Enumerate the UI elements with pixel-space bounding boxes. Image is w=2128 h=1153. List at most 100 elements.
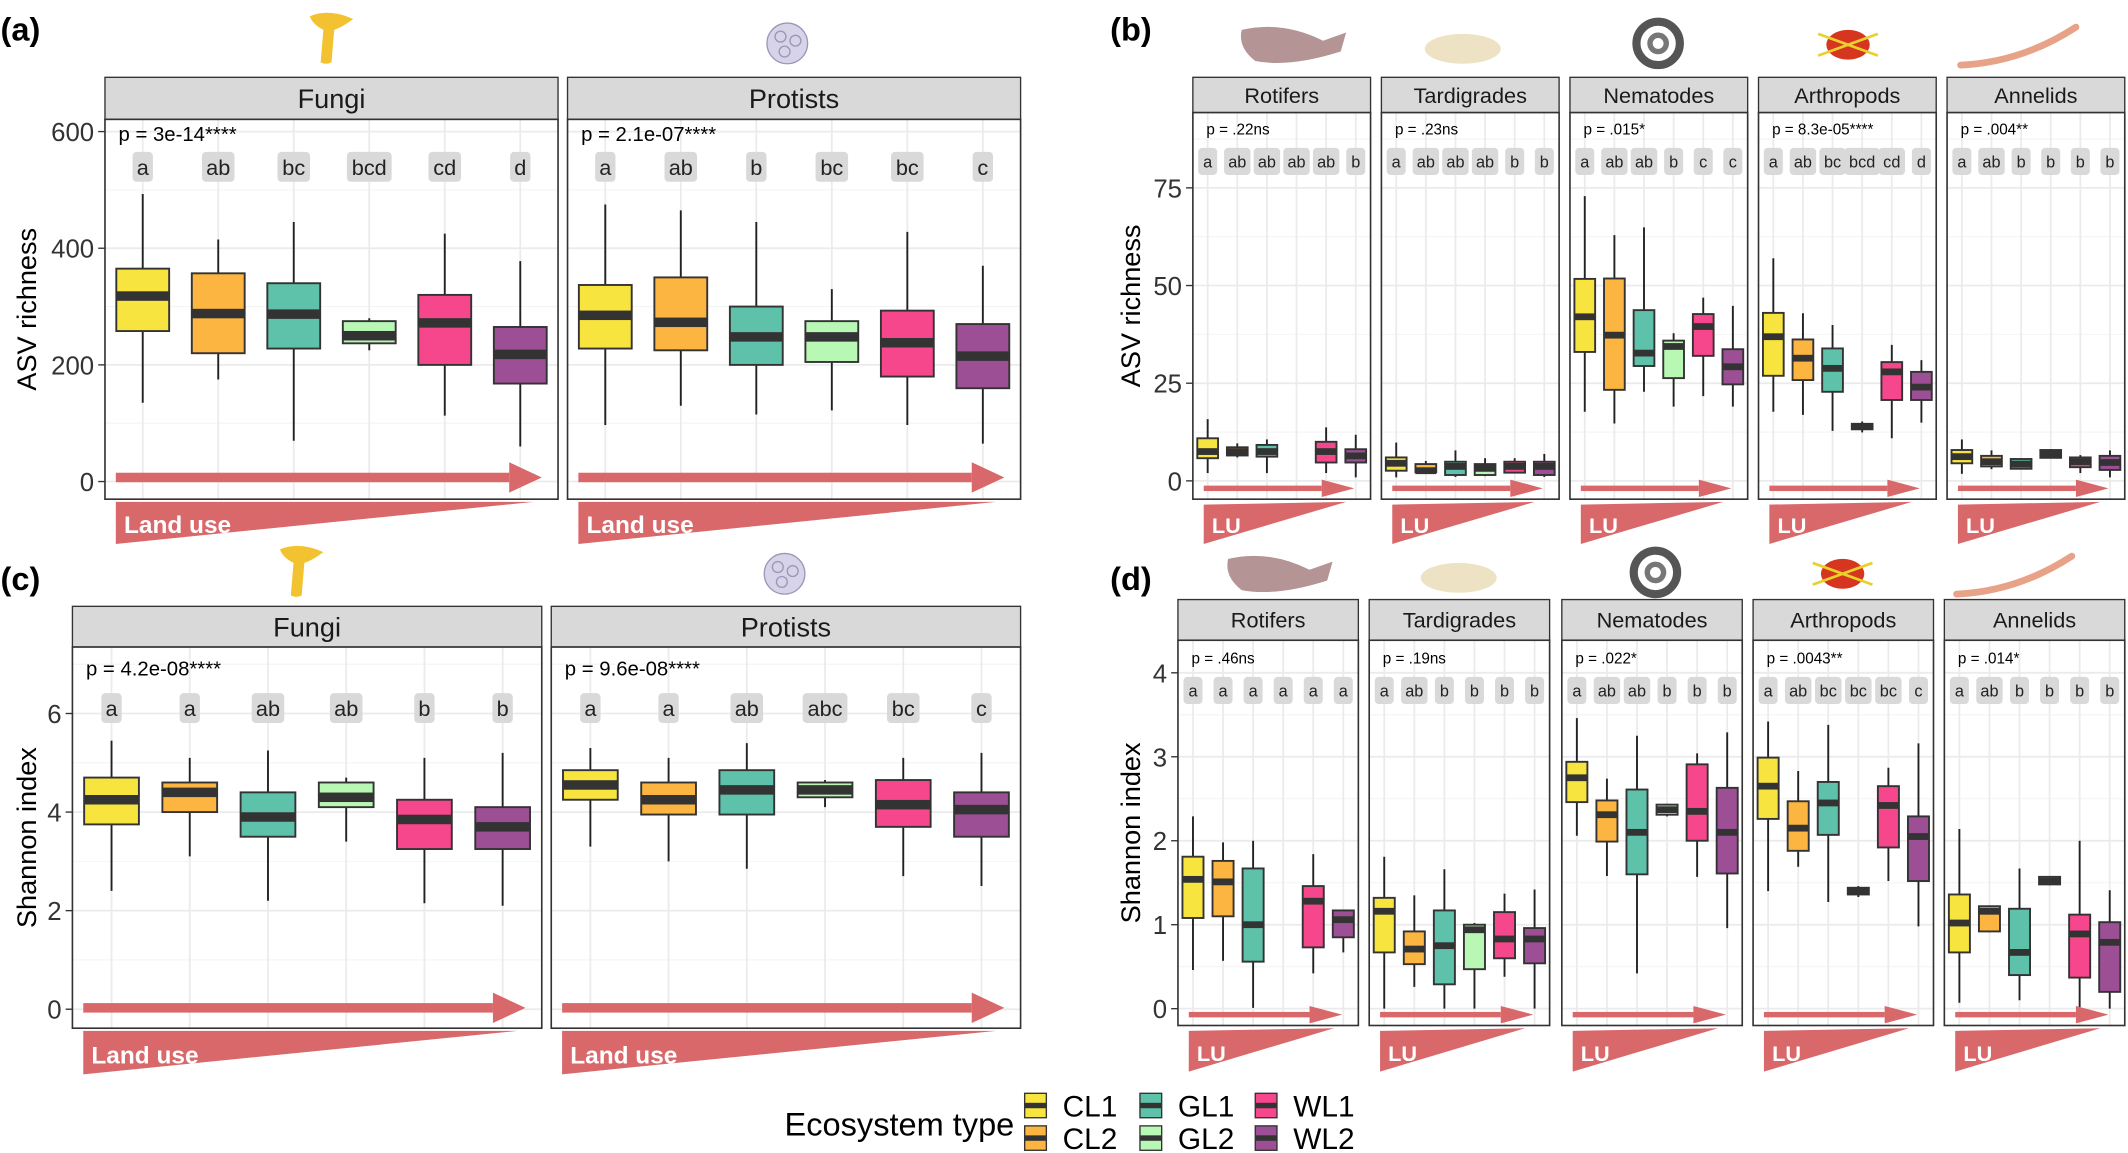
median-bar bbox=[1692, 323, 1714, 330]
boxplot-wl1 bbox=[1301, 854, 1325, 974]
median-bar bbox=[418, 318, 472, 328]
land-use-label: LU bbox=[1966, 513, 1995, 538]
boxplot-cl1 bbox=[1947, 828, 1971, 1003]
letter-badge bbox=[1878, 147, 1906, 175]
significance-letter: b bbox=[418, 696, 430, 721]
land-use-arrow bbox=[1380, 1005, 1534, 1024]
legend-swatch-median bbox=[1255, 1102, 1277, 1109]
boxplot-cl2 bbox=[190, 239, 246, 380]
letter-badge bbox=[1401, 676, 1428, 705]
panel-border bbox=[1192, 111, 1372, 500]
letter-badge bbox=[2100, 676, 2120, 705]
panel-background bbox=[1944, 640, 2125, 1026]
median-bar bbox=[1792, 354, 1814, 362]
facet-strip bbox=[1943, 598, 2126, 641]
significance-letter: b bbox=[1530, 683, 1539, 701]
significance-letter: d bbox=[514, 155, 526, 180]
boxplot-cl1 bbox=[562, 748, 619, 847]
letter-badge bbox=[1374, 676, 1394, 705]
letter-badge bbox=[886, 693, 920, 723]
y-tick-label: 0 bbox=[47, 997, 61, 1025]
median-bar bbox=[1757, 782, 1779, 790]
boxplot-cl2 bbox=[653, 210, 709, 406]
median-bar bbox=[1566, 774, 1588, 782]
median-bar bbox=[956, 351, 1010, 361]
median-bar bbox=[1604, 331, 1625, 339]
significance-letter: ab bbox=[1794, 154, 1812, 172]
median-bar bbox=[397, 814, 452, 825]
significance-letter: ab bbox=[1417, 154, 1435, 172]
facet-strip bbox=[1561, 598, 1743, 641]
significance-letter: b bbox=[1510, 154, 1519, 172]
letter-badge bbox=[1784, 676, 1812, 705]
panel-border bbox=[1946, 111, 2126, 500]
box bbox=[1595, 799, 1619, 843]
boxplot-wl2 bbox=[2098, 450, 2122, 478]
land-use-label: LU bbox=[1963, 1041, 1992, 1066]
land-use-arrow bbox=[83, 992, 526, 1024]
letter-badge bbox=[815, 151, 849, 182]
panel-border bbox=[104, 118, 559, 500]
median-bar bbox=[1373, 907, 1395, 915]
letter-badge bbox=[1623, 676, 1651, 705]
panel-background bbox=[1381, 112, 1560, 500]
letter-badge bbox=[1471, 147, 1499, 175]
median-bar bbox=[1978, 907, 2000, 915]
legend-label: GL2 bbox=[1178, 1123, 1234, 1153]
letter-badge bbox=[251, 693, 285, 723]
significance-letter: ab bbox=[1446, 154, 1464, 172]
significance-letter: c bbox=[1699, 154, 1707, 172]
panel-background bbox=[1561, 640, 1743, 1026]
facet-title: Nematodes bbox=[1603, 83, 1714, 108]
significance-letter: b bbox=[1470, 683, 1479, 701]
chanterelle-mushroom-icon bbox=[309, 12, 354, 64]
letter-badge bbox=[2011, 147, 2031, 175]
median-bar bbox=[1574, 313, 1596, 321]
median-bar bbox=[1182, 875, 1204, 883]
facet-title: Protists bbox=[749, 83, 839, 114]
p-value-label: p = .004** bbox=[1961, 121, 2028, 138]
land-use-arrow bbox=[1572, 1005, 1726, 1024]
y-tick-label: 600 bbox=[51, 119, 94, 147]
letter-badge bbox=[730, 693, 764, 723]
p-value-label: p = 2.1e-07**** bbox=[581, 124, 716, 146]
significance-letter: a bbox=[184, 696, 197, 721]
significance-letter: bc bbox=[892, 696, 915, 721]
panel-background bbox=[104, 119, 559, 500]
box bbox=[1685, 763, 1709, 842]
significance-letter: b bbox=[1669, 154, 1678, 172]
arrow-head bbox=[1309, 1005, 1343, 1024]
y-tick-label: 4 bbox=[47, 800, 61, 828]
significance-letter: ab bbox=[1258, 154, 1276, 172]
p-value-label: p = .022* bbox=[1575, 650, 1637, 667]
land-use-label: LU bbox=[1400, 513, 1429, 538]
box bbox=[1301, 885, 1325, 949]
significance-letter: a bbox=[1392, 154, 1402, 172]
letter-badge bbox=[1815, 676, 1842, 705]
legend-item-wl1: WL1 bbox=[1254, 1090, 1355, 1123]
letter-badge bbox=[1978, 147, 2005, 175]
significance-letter: a bbox=[1309, 683, 1319, 701]
letter-badge bbox=[2070, 147, 2090, 175]
y-axis-label: ASV richness bbox=[11, 228, 42, 391]
legend-item-cl1: CL1 bbox=[1023, 1090, 1117, 1123]
arrow-shaft bbox=[562, 1003, 972, 1013]
panel-border bbox=[1561, 639, 1744, 1027]
letter-badge bbox=[1763, 147, 1783, 175]
significance-letter: bcd bbox=[352, 155, 387, 180]
arrow-shaft bbox=[1572, 1011, 1694, 1018]
y-tick-label: 50 bbox=[1153, 273, 1182, 301]
boxplot-cl1 bbox=[1565, 718, 1589, 836]
significance-letter: b bbox=[497, 696, 509, 721]
median-bar bbox=[1722, 363, 1744, 371]
y-tick-label: 1 bbox=[1153, 912, 1167, 940]
panel-border bbox=[71, 646, 543, 1030]
median-bar bbox=[954, 804, 1009, 815]
letter-badge bbox=[972, 151, 994, 182]
median-bar bbox=[1302, 897, 1324, 905]
boxplot-gl1 bbox=[239, 750, 297, 901]
legend-label: GL1 bbox=[1178, 1090, 1234, 1123]
boxplot-gl2 bbox=[796, 780, 854, 808]
significance-letter: b bbox=[2105, 154, 2114, 172]
